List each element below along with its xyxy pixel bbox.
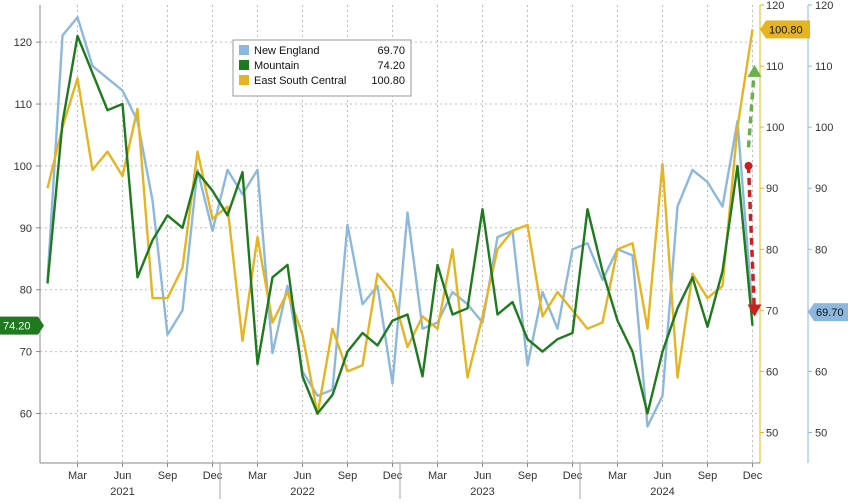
left-tick-label: 80 [20,285,32,297]
right-tick-label-yellow: 120 [766,0,784,12]
left-tick-label: 90 [20,223,32,235]
legend-value: 74.20 [377,60,405,72]
series-line-new-england [46,16,754,428]
arrow-down-head [747,304,762,317]
x-tick-label: Sep [338,470,358,482]
right-tick-label-blue: 120 [815,0,833,12]
annotations [744,64,762,317]
right-tick-label-yellow: 60 [766,366,778,378]
year-label: 2021 [110,486,134,498]
end-label-ne: 69.70 [816,307,844,319]
series-line-east-south-central [46,29,754,416]
legend-label: New England [254,45,319,57]
end-label-box-mountain [0,316,38,335]
end-labels: 74.20 100.80 69.70 [0,20,848,335]
arrow-down-dot [744,161,753,170]
right-tick-label-yellow: 80 [766,244,778,256]
x-tick-label: Jun [294,470,312,482]
x-tick-label: Sep [158,470,178,482]
legend-value: 100.80 [371,75,405,87]
axes: 6070809010011012050506060707080809090100… [14,0,833,499]
x-tick-label: Jun [474,470,492,482]
legend-swatch [239,75,249,85]
x-tick-label: Dec [203,470,223,482]
right-tick-label-blue: 100 [815,122,833,134]
legend-value: 69.70 [377,45,405,57]
end-label-esc: 100.80 [769,24,803,36]
x-tick-label: Jun [114,470,132,482]
arrow-down-shaft [746,165,757,315]
year-label: 2022 [290,486,314,498]
end-label-pointer-esc [760,20,766,39]
right-tick-label-blue: 110 [815,61,833,73]
right-tick-label-blue: 50 [815,427,827,439]
left-tick-label: 60 [20,408,32,420]
legend-swatch [239,45,249,55]
end-label-box-ne [814,303,848,322]
right-tick-label-yellow: 50 [766,427,778,439]
x-tick-label: Dec [563,470,583,482]
end-label-pointer-mountain [38,316,44,335]
year-label: 2023 [470,486,494,498]
series-lines [46,16,754,428]
arrow-up-head [747,64,762,77]
right-tick-label-yellow: 70 [766,305,778,317]
left-tick-label: 70 [20,347,32,359]
x-tick-label: Mar [428,470,447,482]
right-tick-label-yellow: 100 [766,122,784,134]
x-tick-label: Sep [698,470,718,482]
x-tick-label: Mar [68,470,87,482]
end-label-box-esc [766,20,810,39]
legend-label: East South Central [254,75,346,87]
x-tick-label: Mar [608,470,627,482]
arrow-up-shaft [746,66,757,148]
legend-swatch [239,60,249,70]
end-label-mountain: 74.20 [3,321,31,333]
x-tick-label: Sep [518,470,538,482]
year-label: 2024 [650,486,674,498]
left-tick-label: 110 [14,99,32,111]
x-tick-label: Dec [383,470,403,482]
legend: New England 69.70 Mountain 74.20 East South … [232,39,412,97]
end-label-pointer-ne [808,303,814,322]
left-tick-label: 100 [14,161,32,173]
right-tick-label-yellow: 110 [766,61,784,73]
legend-label: Mountain [254,60,299,72]
right-tick-label-blue: 80 [815,244,827,256]
right-tick-label-yellow: 90 [766,183,778,195]
right-tick-label-blue: 90 [815,183,827,195]
legend-box [232,39,412,97]
x-tick-label: Jun [654,470,672,482]
right-tick-label-blue: 60 [815,366,827,378]
x-tick-label: Dec [743,470,763,482]
x-tick-label: Mar [248,470,267,482]
series-line-mountain [46,34,754,415]
left-tick-label: 120 [14,37,32,49]
